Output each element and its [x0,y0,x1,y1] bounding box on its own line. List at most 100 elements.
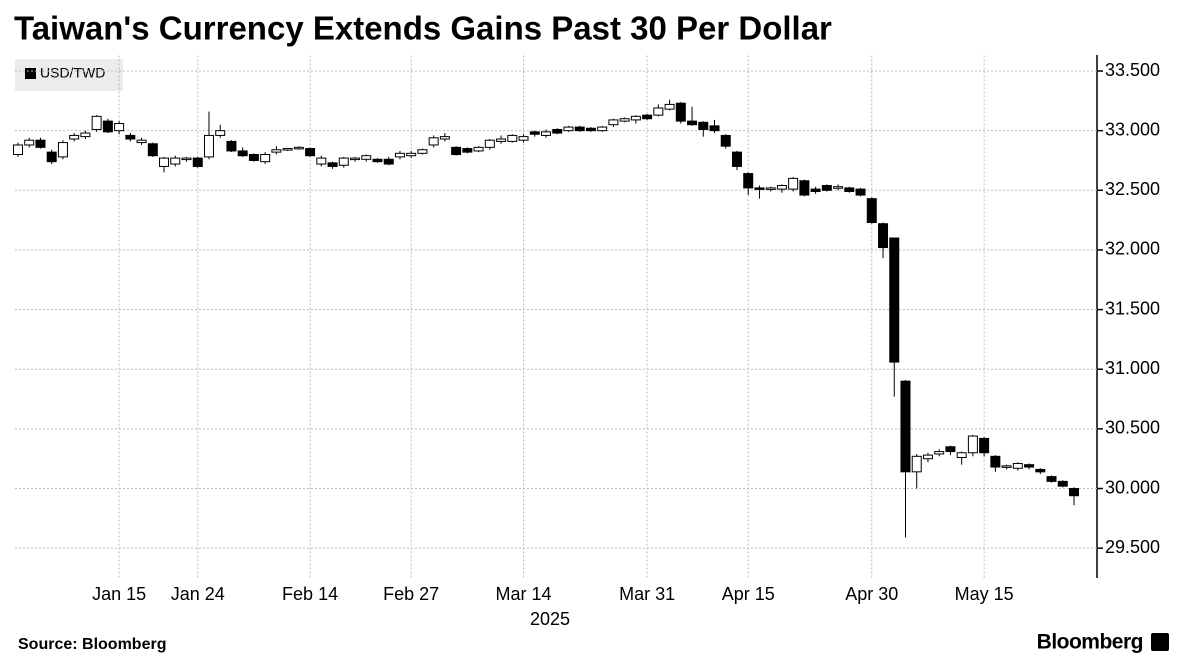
candle-body [675,102,686,122]
candle-body [13,144,23,156]
candle-body [619,118,630,122]
candle-body [630,115,641,121]
candle-body [833,186,844,189]
candle-body [1024,464,1035,468]
candle-body [529,131,540,135]
x-axis-label: 2025 [530,609,570,629]
y-tick-label: 33.000 [1105,119,1160,139]
candle-body [1035,468,1046,473]
candle-body [653,107,664,116]
candle-body [170,157,181,165]
candle-body [518,136,529,141]
candle-body [57,142,68,158]
candle-body [24,139,35,146]
candle-body [428,137,439,146]
candle-body [664,103,675,110]
candle-body [687,120,698,126]
x-tick-label: May 15 [955,584,1014,604]
candle-body [608,119,619,126]
candle-body [1001,465,1012,468]
candle-body [91,115,102,130]
y-tick-label: 30.500 [1105,418,1160,438]
candle-body [473,146,484,152]
candle-body [967,435,978,454]
y-tick-label: 32.500 [1105,179,1160,199]
candle-body [271,149,282,153]
candle-body [597,126,608,132]
candle-body [350,157,361,161]
candle-body [788,177,799,190]
candle-body [810,188,821,192]
candle-body [327,162,338,167]
candle-body [496,138,507,142]
candle-body [147,143,158,157]
brand-logo: Bloomberg [1037,631,1143,654]
y-tick-label: 31.000 [1105,358,1160,378]
candle-body [1057,480,1068,487]
candle-body [1012,462,1023,469]
y-tick-label: 30.000 [1105,477,1160,497]
candle-body [80,132,91,138]
candle-body [563,126,574,132]
candle-body [754,187,765,190]
candle-body [237,150,248,157]
candle-body [226,140,237,152]
candle-body [316,157,327,165]
candle-body [507,134,518,142]
candle-body [394,152,405,158]
y-tick-label: 33.500 [1105,60,1160,80]
candle-body [248,154,259,161]
candle-body [821,185,832,191]
legend-label: USD/TWD [40,65,105,81]
candle-body [260,154,271,163]
candle-body [934,451,945,455]
candle-body [372,158,383,163]
candle-body [709,125,720,132]
source: Source: Bloomberg [18,636,166,653]
candle-body [406,152,417,157]
candle-body [338,157,349,166]
x-tick-label: Apr 15 [722,584,775,604]
candle-body [911,455,922,473]
candle-body [192,157,203,167]
x-tick-label: Mar 31 [619,584,675,604]
x-tick-label: Jan 15 [92,584,146,604]
candle-body [731,151,742,167]
candle-body [541,131,551,136]
candle-body [956,452,967,459]
candle-body [990,455,1001,468]
candle-body [439,136,450,140]
x-tick-label: Feb 27 [383,584,439,604]
x-tick-label: Apr 30 [845,584,898,604]
candle-body [743,173,754,189]
candle-body [844,187,855,192]
candle-body [855,188,866,196]
candle-body [945,446,956,453]
candle-body [552,128,563,134]
candle-body [799,180,810,196]
candle-body [900,380,911,473]
candle-body [776,185,787,190]
x-tick-label: Jan 24 [171,584,225,604]
candle-body [293,146,304,150]
legend-swatch [25,68,36,79]
y-tick-label: 29.500 [1105,537,1160,557]
candle-body [215,130,226,136]
candle-body [282,148,293,151]
candle-body [46,151,57,163]
candle-body [136,139,147,144]
candle-body [765,187,776,190]
candle-body [451,146,462,156]
candle-body [383,158,394,165]
candle-body [574,126,585,132]
candle-body [35,139,46,148]
candle-body [361,155,372,160]
candle-body [114,122,125,132]
brand-icon [1151,633,1169,651]
candle-body [69,134,80,140]
candle-body [1069,488,1079,497]
y-tick-label: 32.000 [1105,239,1160,259]
candle-body [585,127,596,132]
chart-title: Taiwan's Currency Extends Gains Past 30 … [14,10,832,47]
